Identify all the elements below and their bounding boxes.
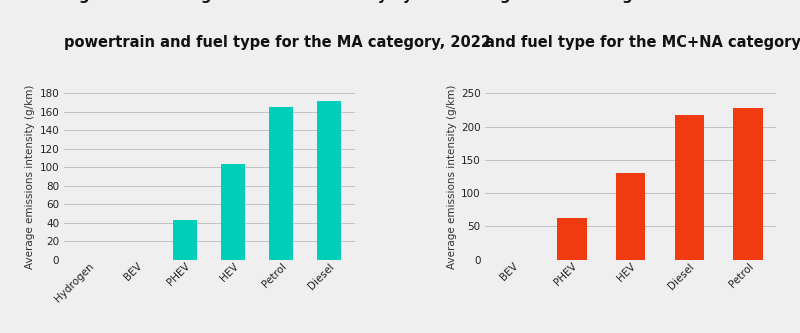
Text: and fuel type for the MC+NA category, 2022: and fuel type for the MC+NA category, 20… [486,35,800,50]
Text: Figure 25: Average emissions intensity by powertrain: Figure 25: Average emissions intensity b… [486,0,800,3]
Bar [270,107,294,260]
Bar [734,108,762,260]
Y-axis label: Average emissions intensity (g/km): Average emissions intensity (g/km) [26,84,35,269]
Y-axis label: Average emissions intensity (g/km): Average emissions intensity (g/km) [446,84,457,269]
Bar [558,218,586,260]
Bar [222,165,246,260]
Text: powertrain and fuel type for the MA category, 2022: powertrain and fuel type for the MA cate… [64,35,491,50]
Text: Figure 24: Average emissions intensity by: Figure 24: Average emissions intensity b… [64,0,412,3]
Bar [616,173,646,260]
Bar [318,101,342,260]
Bar [674,115,704,260]
Bar [174,220,198,260]
